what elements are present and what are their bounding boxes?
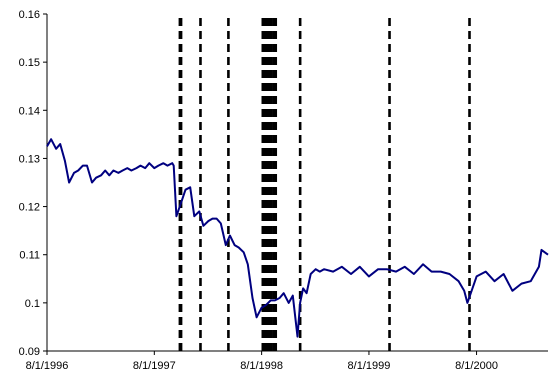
- y-tick-label: 0.15: [19, 57, 40, 69]
- y-tick-label: 0.11: [19, 250, 40, 262]
- x-axis: 8/1/1996 8/1/1997 8/1/1998 8/1/1999 8/1/2000: [26, 350, 548, 372]
- x-tick-label: 8/1/2000: [455, 360, 498, 372]
- y-tick-label: 0.13: [19, 153, 40, 165]
- x-tick-label: 8/1/1997: [133, 360, 176, 372]
- y-tick-label: 0.1: [25, 298, 40, 310]
- x-tick-label: 8/1/1998: [240, 360, 283, 372]
- series-line: [46, 138, 549, 338]
- x-tick-label: 8/1/1996: [26, 360, 69, 372]
- y-axis: 0.09 0.1 0.11 0.12 0.13 0.14 0.15 0.16: [19, 9, 48, 358]
- y-tick-label: 0.14: [19, 105, 40, 117]
- event-lines: [178, 18, 471, 351]
- series: [46, 138, 549, 338]
- y-tick-label: 0.09: [19, 346, 40, 358]
- y-tick-label: 0.16: [19, 9, 40, 21]
- y-tick-label: 0.12: [19, 202, 40, 214]
- x-tick-label: 8/1/1999: [348, 360, 391, 372]
